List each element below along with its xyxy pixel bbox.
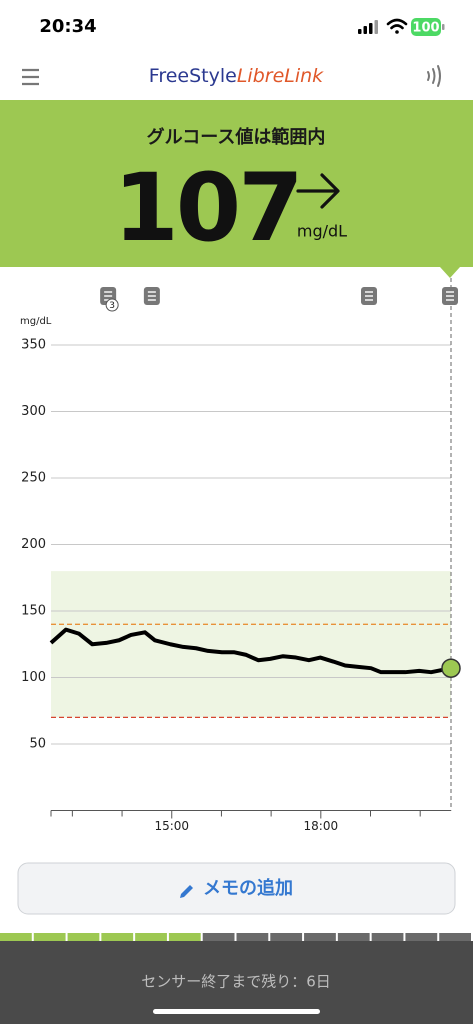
- note-count: 3: [109, 301, 115, 311]
- brand-freestyle: FreeStyle: [149, 65, 237, 87]
- sensor-segment: [236, 933, 269, 941]
- target-range: [51, 571, 451, 718]
- battery-tip: [442, 24, 445, 30]
- sensor-remaining: センサー終了まで残り：6日: [141, 973, 331, 991]
- status-banner: [0, 100, 473, 267]
- sensor-bar: [0, 933, 471, 941]
- glucose-value: 107: [113, 154, 300, 263]
- sensor-segment: [270, 933, 303, 941]
- sensor-segment: [304, 933, 336, 941]
- sensor-segment: [67, 933, 100, 941]
- y-axis-label: mg/dL: [20, 316, 52, 327]
- current-pointer: [440, 267, 460, 278]
- status-time: 20:34: [39, 16, 96, 37]
- y-tick-label: 150: [21, 604, 46, 619]
- glucose-chart: 50 100 150 200 250 300 350 mg/dL 15:00 18:00 3: [20, 278, 461, 833]
- y-tick-label: 200: [21, 537, 46, 552]
- sensor-segment: [33, 933, 66, 941]
- x-tick-label: 15:00: [154, 819, 189, 833]
- battery-level: 100: [412, 21, 439, 36]
- glucose-line: [49, 627, 452, 675]
- home-indicator: [153, 1009, 320, 1014]
- pencil-icon: [180, 885, 193, 898]
- current-reading: [441, 658, 461, 678]
- wifi-icon: [386, 18, 408, 34]
- banner-status: グルコース値は範囲内: [147, 126, 326, 148]
- sensor-segment: [0, 933, 32, 941]
- sensor-segment: [337, 933, 370, 941]
- y-tick-label: 250: [21, 471, 46, 486]
- x-tick-label: 18:00: [304, 819, 339, 833]
- sensor-segment: [101, 933, 134, 941]
- glucose-unit: mg/dL: [297, 222, 347, 241]
- brand: FreeStyleLibreLink: [149, 65, 324, 87]
- y-tick-label: 300: [21, 404, 46, 419]
- battery-icon: [411, 18, 441, 36]
- note-count-badge: [105, 298, 119, 312]
- y-tick-label: 100: [21, 670, 46, 685]
- sensor-segment: [405, 933, 438, 941]
- sensor-segment: [371, 933, 404, 941]
- brand-librelink: LibreLink: [237, 65, 324, 87]
- memo-button[interactable]: [17, 862, 456, 915]
- memo-button-label[interactable]: メモの追加: [203, 877, 293, 899]
- sensor-segment: [135, 933, 167, 941]
- nfc-icon[interactable]: [427, 65, 441, 87]
- signal-icon: [358, 20, 378, 34]
- trend-arrow: [296, 173, 340, 209]
- sensor-segment: [168, 933, 201, 941]
- sensor-segment: [439, 933, 471, 941]
- y-tick-label: 350: [21, 338, 46, 353]
- sensor-segment: [202, 933, 235, 941]
- y-tick-label: 50: [29, 737, 46, 752]
- menu-button[interactable]: [22, 68, 39, 86]
